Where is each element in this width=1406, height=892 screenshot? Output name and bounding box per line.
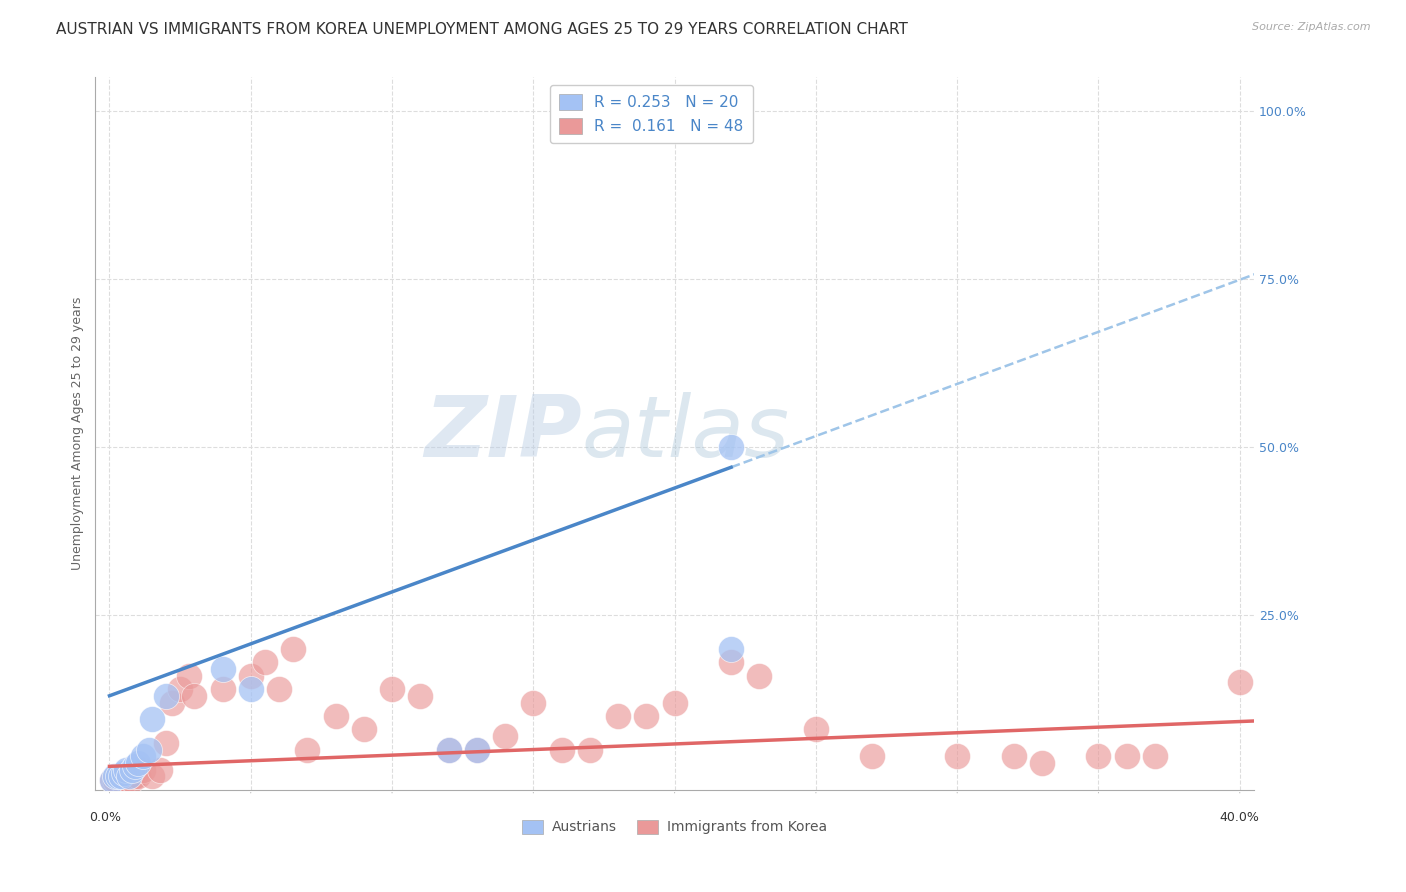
Point bbox=[437, 742, 460, 756]
Point bbox=[1087, 749, 1109, 764]
Point bbox=[127, 769, 149, 783]
Point bbox=[267, 681, 290, 696]
Text: AUSTRIAN VS IMMIGRANTS FROM KOREA UNEMPLOYMENT AMONG AGES 25 TO 29 YEARS CORRELA: AUSTRIAN VS IMMIGRANTS FROM KOREA UNEMPL… bbox=[56, 22, 908, 37]
Y-axis label: Unemployment Among Ages 25 to 29 years: Unemployment Among Ages 25 to 29 years bbox=[72, 297, 84, 570]
Legend: R = 0.253   N = 20, R =  0.161   N = 48: R = 0.253 N = 20, R = 0.161 N = 48 bbox=[550, 85, 752, 143]
Text: ZIP: ZIP bbox=[425, 392, 582, 475]
Point bbox=[607, 709, 630, 723]
Point bbox=[409, 689, 432, 703]
Point bbox=[720, 641, 742, 656]
Point bbox=[1229, 675, 1251, 690]
Point bbox=[353, 723, 375, 737]
Point bbox=[155, 689, 177, 703]
Point bbox=[107, 769, 129, 783]
Point bbox=[636, 709, 658, 723]
Text: Source: ZipAtlas.com: Source: ZipAtlas.com bbox=[1253, 22, 1371, 32]
Point bbox=[804, 723, 827, 737]
Point bbox=[437, 742, 460, 756]
Point bbox=[325, 709, 347, 723]
Point bbox=[494, 729, 516, 743]
Point bbox=[211, 681, 233, 696]
Point bbox=[160, 696, 183, 710]
Text: atlas: atlas bbox=[582, 392, 790, 475]
Point bbox=[297, 742, 319, 756]
Point bbox=[112, 766, 135, 780]
Point bbox=[183, 689, 205, 703]
Point bbox=[104, 769, 127, 783]
Point bbox=[104, 772, 127, 787]
Point bbox=[239, 681, 262, 696]
Point bbox=[748, 668, 770, 682]
Point bbox=[1002, 749, 1025, 764]
Text: 40.0%: 40.0% bbox=[1220, 811, 1260, 824]
Point bbox=[579, 742, 602, 756]
Point bbox=[664, 696, 686, 710]
Point bbox=[141, 712, 163, 726]
Point bbox=[239, 668, 262, 682]
Point bbox=[169, 681, 191, 696]
Point bbox=[121, 772, 143, 787]
Point bbox=[124, 769, 146, 783]
Point bbox=[107, 769, 129, 783]
Text: 0.0%: 0.0% bbox=[90, 811, 121, 824]
Point bbox=[1143, 749, 1166, 764]
Point bbox=[1115, 749, 1137, 764]
Point bbox=[381, 681, 404, 696]
Point bbox=[283, 641, 305, 656]
Point bbox=[862, 749, 884, 764]
Point bbox=[124, 759, 146, 773]
Point bbox=[155, 736, 177, 750]
Point bbox=[127, 756, 149, 770]
Point bbox=[101, 772, 124, 787]
Point bbox=[522, 696, 544, 710]
Point bbox=[720, 655, 742, 669]
Point bbox=[550, 742, 572, 756]
Point bbox=[465, 742, 488, 756]
Point bbox=[118, 769, 141, 783]
Point bbox=[118, 769, 141, 783]
Point bbox=[149, 763, 172, 777]
Point bbox=[121, 763, 143, 777]
Point bbox=[1031, 756, 1053, 770]
Point bbox=[253, 655, 276, 669]
Point bbox=[720, 440, 742, 454]
Point bbox=[115, 763, 138, 777]
Point bbox=[138, 742, 160, 756]
Point bbox=[465, 742, 488, 756]
Point bbox=[946, 749, 969, 764]
Point bbox=[112, 769, 135, 783]
Point bbox=[177, 668, 200, 682]
Point bbox=[101, 772, 124, 787]
Point bbox=[110, 769, 132, 783]
Point bbox=[141, 769, 163, 783]
Point bbox=[110, 772, 132, 787]
Point bbox=[132, 749, 155, 764]
Point bbox=[115, 772, 138, 787]
Point bbox=[211, 662, 233, 676]
Point bbox=[132, 763, 155, 777]
